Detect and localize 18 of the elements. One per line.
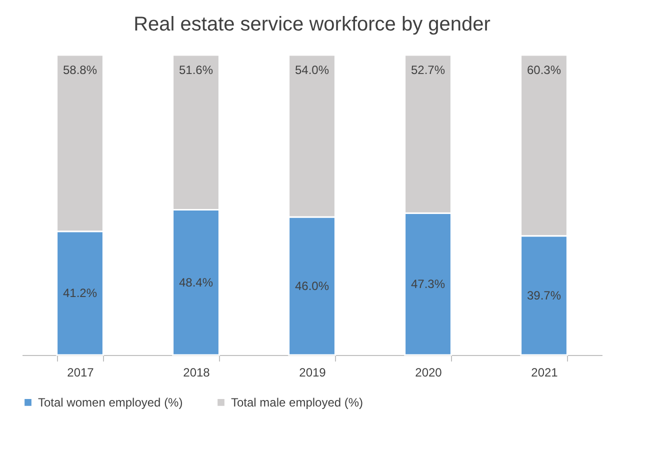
data-label: 41.2% xyxy=(62,286,98,300)
data-label: 39.7% xyxy=(526,288,562,302)
x-tick-label: 2017 xyxy=(67,366,94,380)
x-tick-label: 2021 xyxy=(531,366,558,380)
data-label: 47.3% xyxy=(410,277,446,292)
data-label: 46.0% xyxy=(294,279,330,293)
data-label: 52.7% xyxy=(410,63,446,77)
chart-title: Real estate service workforce by gender xyxy=(134,13,491,36)
legend-label: Total women employed (%) xyxy=(38,395,183,410)
data-label: 51.6% xyxy=(178,63,214,77)
data-label: 60.3% xyxy=(526,63,562,77)
x-tick-label: 2020 xyxy=(415,366,442,380)
data-label: 48.4% xyxy=(178,275,214,290)
x-tick-label: 2019 xyxy=(299,366,326,380)
legend-label: Total male employed (%) xyxy=(231,395,364,410)
data-label: 54.0% xyxy=(294,63,330,77)
data-label: 58.8% xyxy=(62,63,98,77)
x-tick-label: 2018 xyxy=(183,366,210,380)
